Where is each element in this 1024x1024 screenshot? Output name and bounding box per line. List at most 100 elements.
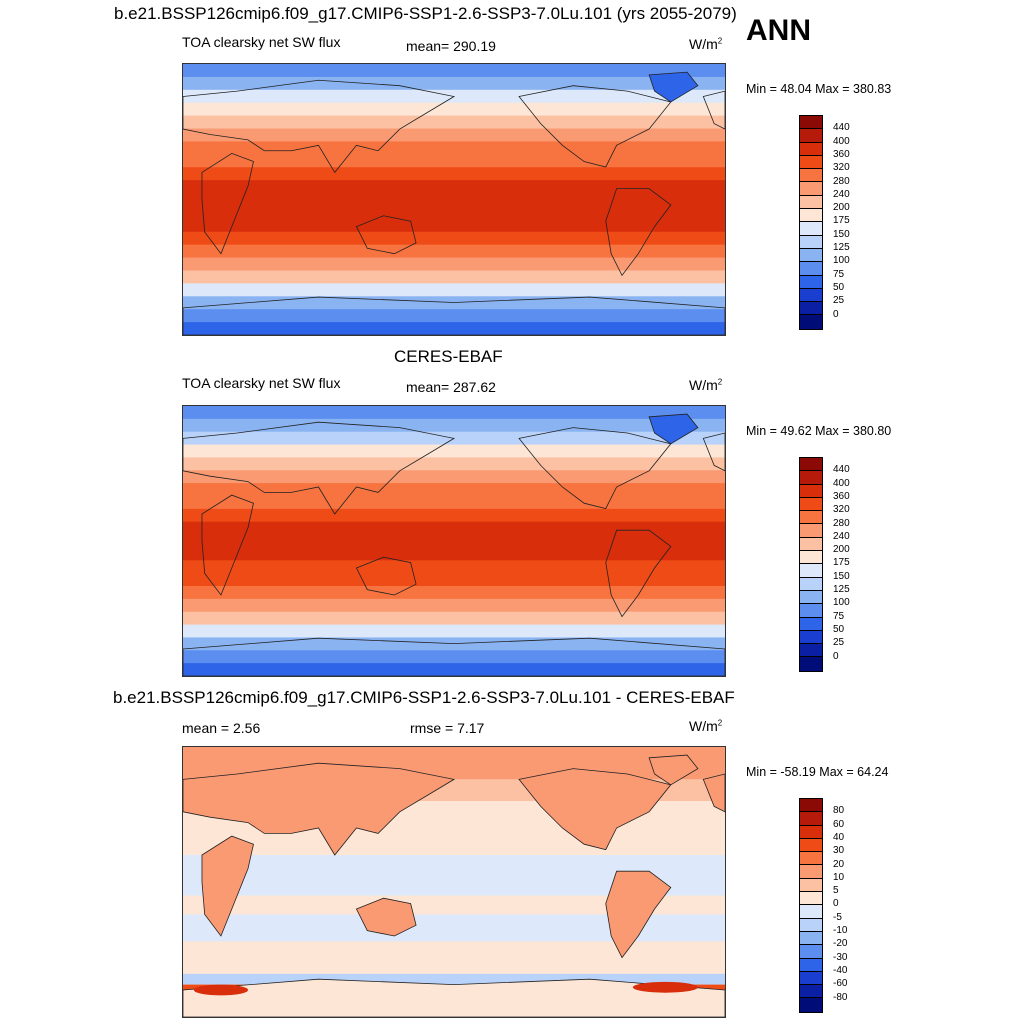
panel2-mean: mean= 287.62 <box>406 379 496 395</box>
strong-anomaly <box>193 984 249 996</box>
coastline <box>355 215 417 255</box>
panel3-colorbar-swatch <box>800 799 822 813</box>
panel3-map <box>182 746 726 1018</box>
panel1-colorbar-swatch <box>800 235 822 249</box>
season-label: ANN <box>746 14 811 47</box>
panel2-colorbar-tick-label: 0 <box>833 650 839 662</box>
coastline <box>518 427 672 510</box>
coastline <box>648 71 699 103</box>
panel3-colorbar-tick-label: 10 <box>833 871 845 883</box>
panel1-colorbar <box>799 115 823 330</box>
coastline <box>702 90 725 130</box>
panel2-colorbar-swatch <box>800 630 822 645</box>
panel3-minmax: Min = -58.19 Max = 64.24 <box>746 765 889 779</box>
panel2-colorbar-swatch <box>800 617 822 631</box>
coastline <box>183 79 456 174</box>
panel1-colorbar-swatch <box>800 209 822 223</box>
panel3-colorbar-swatch <box>800 865 822 879</box>
panel2-colorbar-swatch <box>800 484 822 498</box>
panel3-colorbar-swatch <box>800 825 822 839</box>
panel2-title: CERES-EBAF <box>394 347 503 366</box>
panel3-title: b.e21.BSSP126cmip6.f09_g17.CMIP6-SSP1-2.… <box>113 688 735 707</box>
panel2-colorbar-swatch <box>800 497 822 512</box>
panel2-colorbar-swatch <box>800 458 822 472</box>
panel3-colorbar-swatch <box>800 812 822 826</box>
panel2-colorbar-tick-label: 240 <box>833 530 850 542</box>
panel1-colorbar-swatch <box>800 302 822 316</box>
panel1-colorbar-tick-label: 150 <box>833 228 850 240</box>
greenland-ice <box>649 414 698 444</box>
panel3-colorbar-swatch <box>800 958 822 972</box>
latitude-band <box>183 534 725 549</box>
latitude-band <box>183 205 725 220</box>
latitude-band <box>183 244 725 259</box>
panel1-map-svg <box>183 64 725 335</box>
latitude-band <box>183 624 725 639</box>
latitude-band <box>183 611 725 626</box>
panel1-colorbar-swatch <box>800 169 822 183</box>
land-anomaly <box>201 835 254 937</box>
latitude-band <box>183 663 725 676</box>
panel3-colorbar-tick-label: -30 <box>833 951 848 963</box>
panel1-units: W/m2 <box>689 36 723 52</box>
panel2-colorbar-swatch <box>800 511 822 525</box>
latitude-band <box>183 547 725 561</box>
latitude-band <box>183 418 725 433</box>
panel2-colorbar-tick-label: 50 <box>833 623 845 635</box>
panel2-colorbar-swatch <box>800 564 822 578</box>
latitude-band <box>183 193 725 207</box>
latitude-band <box>183 296 725 310</box>
panel3-colorbar-tick-label: 40 <box>833 831 845 843</box>
panel2-colorbar-swatch <box>800 551 822 565</box>
panel1-colorbar-swatch <box>800 288 822 303</box>
panel2-colorbar-tick-label: 360 <box>833 490 850 502</box>
panel2-variable: TOA clearsky net SW flux <box>182 375 341 391</box>
panel2-colorbar-swatch <box>800 657 822 671</box>
panel2-colorbar-swatch <box>800 577 822 591</box>
land-anomaly <box>702 773 725 813</box>
latitude-band <box>183 470 725 484</box>
latitude-band <box>183 598 725 613</box>
latitude-band <box>183 257 725 272</box>
panel3-colorbar-tick-label: 0 <box>833 898 839 910</box>
panel1-colorbar-tick-label: 320 <box>833 162 850 174</box>
panel3-colorbar-tick-label: 20 <box>833 858 845 870</box>
latitude-band <box>183 650 725 664</box>
panel3-colorbar-tick-label: -80 <box>833 991 848 1003</box>
latitude-band <box>183 231 725 246</box>
panel2-colorbar-tick-label: 25 <box>833 637 845 649</box>
latitude-band <box>183 406 725 420</box>
latitude-band <box>183 637 725 651</box>
panel3-colorbar-swatch <box>800 931 822 946</box>
coastline <box>201 494 254 596</box>
panel2-colorbar-swatch <box>800 644 822 658</box>
panel3-colorbar-tick-label: 80 <box>833 805 845 817</box>
panel1-colorbar-swatch <box>800 142 822 156</box>
panel1-minmax: Min = 48.04 Max = 380.83 <box>746 82 892 96</box>
panel2-colorbar-tick-label: 400 <box>833 477 850 489</box>
land-anomaly <box>355 897 417 937</box>
panel2-colorbar-swatch <box>800 471 822 485</box>
panel3-colorbar-swatch <box>800 852 822 866</box>
panel3-mean: mean = 2.56 <box>182 720 261 736</box>
latitude-band <box>183 444 725 459</box>
panel2-colorbar-tick-label: 175 <box>833 557 850 569</box>
latitude-band <box>183 483 725 497</box>
panel3-colorbar-tick-label: -5 <box>833 911 842 923</box>
latitude-band <box>183 508 725 523</box>
latitude-band <box>183 457 725 471</box>
panel3-colorbar-tick-label: 30 <box>833 845 845 857</box>
latitude-band <box>183 560 725 574</box>
difference-band <box>183 946 725 974</box>
panel1-colorbar-swatch <box>800 315 822 329</box>
panel3-colorbar-tick-label: -10 <box>833 925 848 936</box>
panel1-colorbar-tick-label: 280 <box>833 175 850 187</box>
panel3-colorbar-swatch <box>800 945 822 959</box>
coastline <box>605 529 672 618</box>
coastline <box>605 188 672 277</box>
panel1-colorbar-tick-label: 75 <box>833 268 845 280</box>
coastline <box>201 152 254 255</box>
panel2-colorbar-tick-label: 200 <box>833 544 850 556</box>
latitude-band <box>183 521 725 536</box>
latitude-band <box>183 76 725 91</box>
